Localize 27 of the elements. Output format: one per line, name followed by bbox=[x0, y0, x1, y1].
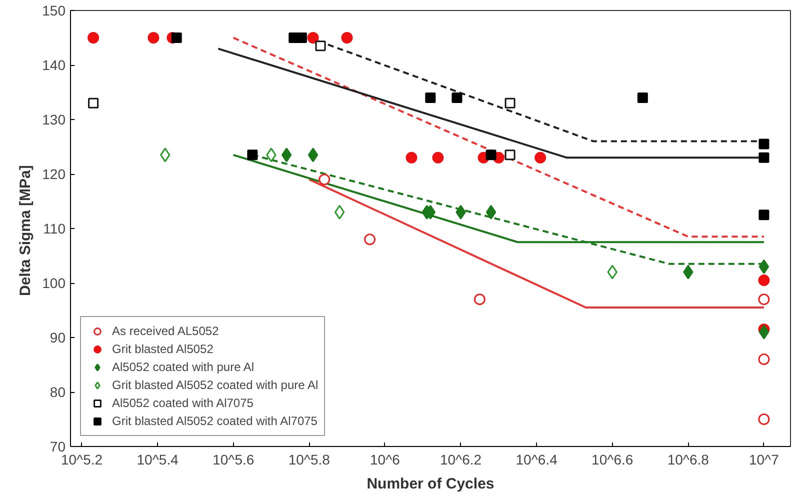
x-tick-label: 10^6.2 bbox=[440, 452, 482, 468]
x-tick-label: 10^6.4 bbox=[516, 452, 558, 468]
legend-label: As received AL5052 bbox=[112, 323, 219, 339]
legend-label: Grit blasted Al5052 coated with pure Al bbox=[112, 377, 318, 393]
y-tick-label: 110 bbox=[43, 220, 66, 236]
x-tick-label: 10^6.8 bbox=[667, 452, 710, 468]
y-tick-label: 100 bbox=[42, 275, 66, 291]
x-axis-title: Number of Cycles bbox=[366, 476, 494, 492]
x-tick-label: 10^6 bbox=[370, 452, 400, 468]
legend-label: Al5052 coated with Al7075 bbox=[112, 395, 254, 411]
x-tick-label: 10^7 bbox=[748, 452, 780, 468]
legend-label: Grit blasted Al5052 coated with Al7075 bbox=[112, 413, 318, 429]
legend-label: Al5052 coated with pure Al bbox=[112, 359, 254, 375]
y-tick-label: 90 bbox=[50, 330, 66, 346]
legend-label: Grit blasted Al5052 bbox=[112, 341, 214, 357]
y-tick-label: 80 bbox=[50, 384, 66, 400]
x-tick-label: 10^5.6 bbox=[212, 452, 254, 468]
y-axis-title: Delta Sigma [MPa] bbox=[17, 165, 34, 296]
x-tick-label: 10^5.2 bbox=[60, 452, 103, 468]
y-tick-label: 130 bbox=[42, 112, 66, 128]
x-tick-label: 10^6.6 bbox=[592, 452, 634, 468]
y-tick-label: 150 bbox=[42, 2, 66, 18]
x-tick-label: 10^5.4 bbox=[136, 452, 179, 468]
y-tick-label: 70 bbox=[50, 438, 66, 454]
y-tick-label: 140 bbox=[42, 57, 66, 73]
x-tick-label: 10^5.8 bbox=[288, 452, 330, 468]
y-tick-label: 120 bbox=[42, 166, 66, 182]
